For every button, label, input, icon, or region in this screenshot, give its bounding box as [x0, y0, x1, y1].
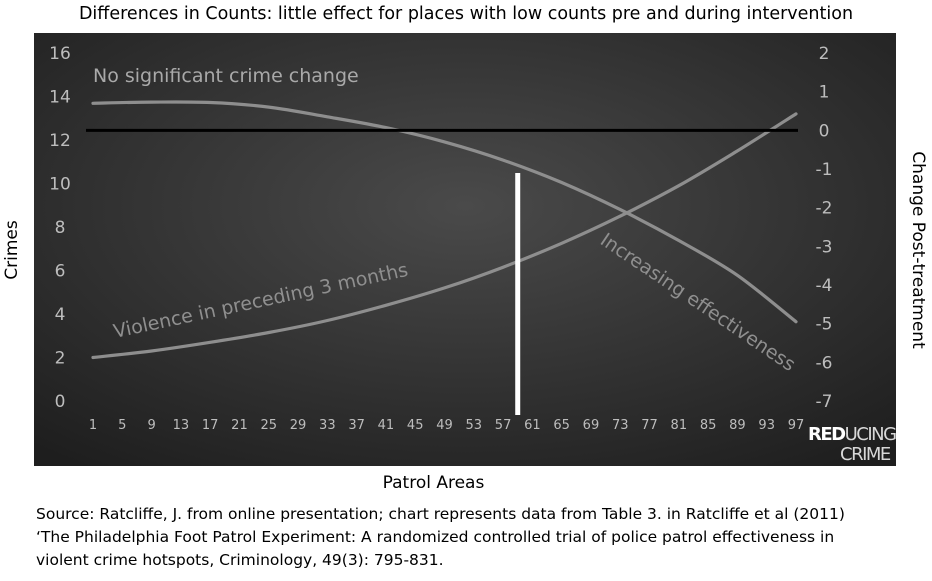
x-tick-81: 81 — [671, 418, 688, 433]
x-tick-17: 17 — [202, 418, 219, 433]
x-tick-97: 97 — [788, 418, 805, 433]
chart-background — [34, 33, 896, 466]
right-tick--5: -5 — [816, 315, 833, 335]
right-tick--7: -7 — [816, 392, 833, 412]
x-tick-33: 33 — [319, 418, 336, 433]
left-tick-2: 2 — [55, 349, 66, 369]
right-tick--4: -4 — [816, 276, 833, 296]
right-tick--1: -1 — [816, 160, 833, 180]
series-line-2 — [91, 100, 798, 324]
left-tick-8: 8 — [55, 218, 66, 238]
annotation-no-change: No significant crime change — [93, 65, 359, 87]
x-tick-9: 9 — [147, 418, 155, 433]
right-tick-0: 0 — [819, 121, 830, 141]
right-tick-2: 2 — [819, 44, 830, 64]
reducing-crime-logo: REDUCING CRIME — [808, 424, 898, 465]
x-tick-labels: 1 5 9 13 17 21 25 29 33 37 41 45 49 53 57 61 65 69 73 77 81 8… — [89, 418, 804, 433]
series-line-1 — [91, 112, 798, 360]
x-tick-57: 57 — [495, 418, 512, 433]
source-line-3: violent crime hotspots, Criminology, 49(… — [36, 551, 444, 569]
left-tick-10: 10 — [49, 175, 71, 195]
x-tick-41: 41 — [378, 418, 395, 433]
x-tick-29: 29 — [290, 418, 307, 433]
x-tick-73: 73 — [612, 418, 629, 433]
x-tick-77: 77 — [641, 418, 658, 433]
x-tick-21: 21 — [231, 418, 248, 433]
left-tick-6: 6 — [55, 262, 66, 282]
left-tick-12: 12 — [49, 131, 71, 151]
source-line-2: ‘The Philadelphia Foot Patrol Experiment… — [36, 528, 835, 546]
left-tick-0: 0 — [55, 392, 66, 412]
right-tick-1: 1 — [819, 83, 830, 103]
source-line-1: Source: Ratcliffe, J. from online presen… — [36, 505, 845, 523]
y-axis-left-label: Crimes — [2, 220, 22, 280]
chart-title: Differences in Counts: little effect for… — [78, 4, 854, 24]
chart-panel: 0 2 4 6 8 10 12 14 16 2 1 0 -1 -2 -3 -4 -5 -6 -7 1 5 9 13 17 2… — [34, 33, 898, 466]
x-tick-45: 45 — [407, 418, 424, 433]
source-note: Source: Ratcliffe, J. from online presen… — [36, 503, 916, 572]
x-tick-37: 37 — [348, 418, 365, 433]
right-tick--6: -6 — [816, 353, 833, 373]
x-tick-1: 1 — [89, 418, 97, 433]
x-tick-65: 65 — [553, 418, 570, 433]
right-tick--2: -2 — [816, 199, 833, 219]
x-tick-13: 13 — [173, 418, 190, 433]
x-tick-5: 5 — [118, 418, 126, 433]
y-axis-right-label: Change Post-treatment — [908, 151, 928, 349]
x-tick-25: 25 — [260, 418, 277, 433]
x-tick-61: 61 — [524, 418, 541, 433]
x-tick-93: 93 — [758, 418, 775, 433]
logo-line1: REDUCING — [808, 424, 896, 445]
x-tick-49: 49 — [436, 418, 453, 433]
right-tick-labels: 2 1 0 -1 -2 -3 -4 -5 -6 -7 — [816, 44, 833, 412]
left-tick-14: 14 — [49, 88, 71, 108]
x-tick-85: 85 — [700, 418, 717, 433]
logo-rest: UCING — [845, 424, 896, 445]
left-tick-labels: 0 2 4 6 8 10 12 14 16 — [49, 44, 71, 412]
x-tick-69: 69 — [583, 418, 600, 433]
x-axis-label: Patrol Areas — [382, 473, 485, 493]
left-tick-4: 4 — [55, 305, 66, 325]
logo-line2: CRIME — [840, 444, 891, 465]
curves — [91, 100, 798, 360]
x-tick-89: 89 — [729, 418, 746, 433]
logo-bold: RED — [808, 424, 845, 445]
left-tick-16: 16 — [49, 44, 71, 64]
right-tick--3: -3 — [816, 237, 833, 257]
x-tick-53: 53 — [466, 418, 483, 433]
